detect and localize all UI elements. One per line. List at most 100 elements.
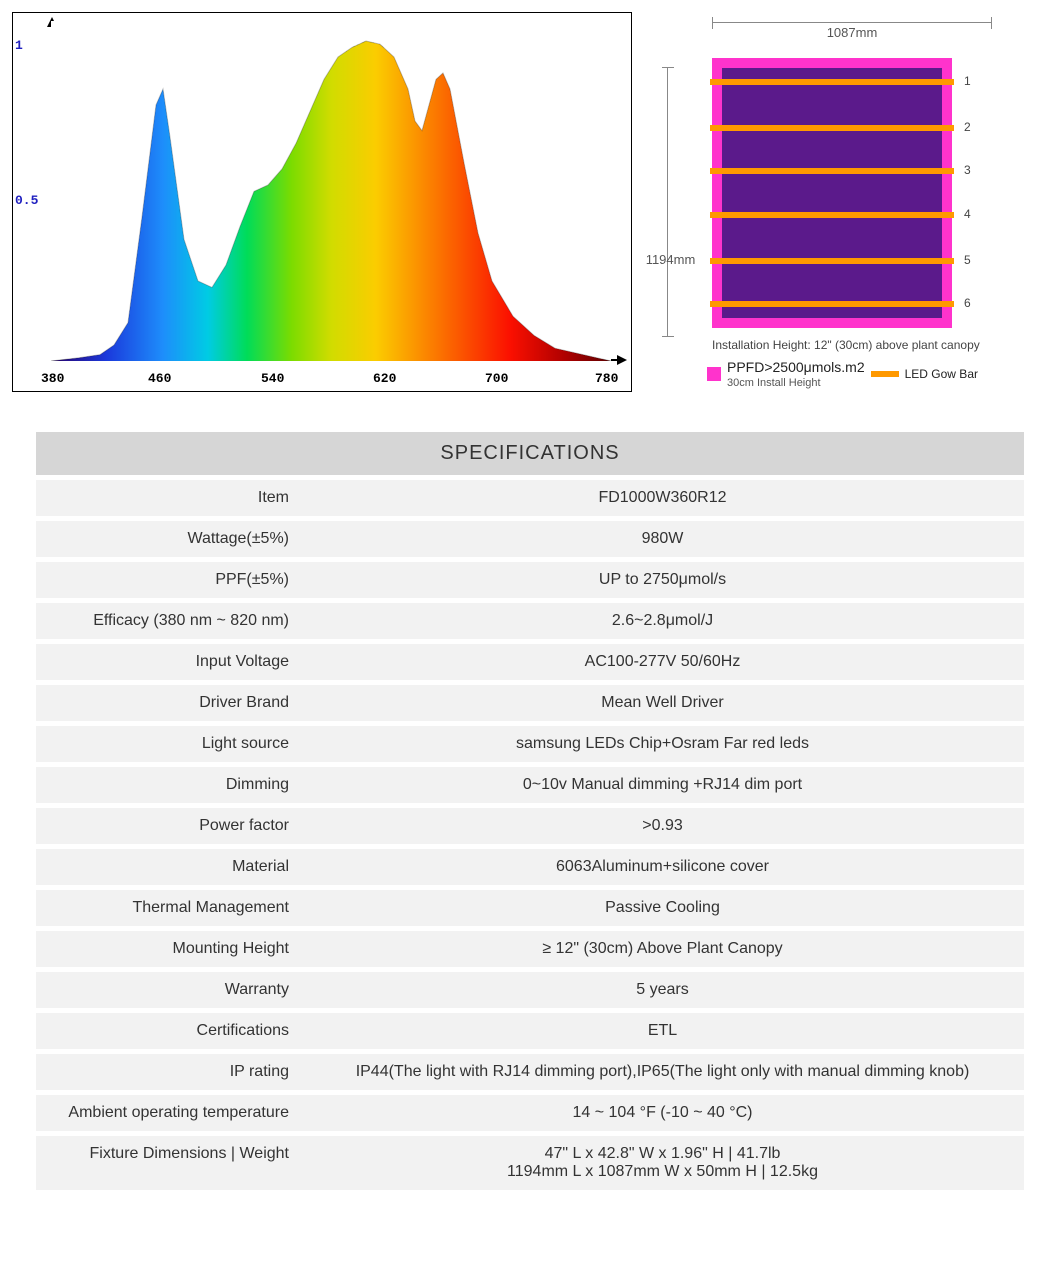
spec-key: IP rating <box>36 1054 301 1090</box>
x-tick-5: 780 <box>595 371 618 386</box>
spectrum-chart: Spectral Ratio: R=41.4%,G=44.4%,B=14.2%,… <box>12 12 632 392</box>
spec-row: Power factor>0.93 <box>36 808 1024 844</box>
spec-rows: ItemFD1000W360R12Wattage(±5%)980WPPF(±5%… <box>36 480 1024 1190</box>
dim-height-label: 1194mm <box>643 252 698 267</box>
x-tick-4: 700 <box>485 371 508 386</box>
ppfd-diagram: 1087mm 1194mm 123456 Installation Height… <box>652 12 1022 392</box>
spec-key: Power factor <box>36 808 301 844</box>
spec-key: Material <box>36 849 301 885</box>
diagram-caption: Installation Height: 12" (30cm) above pl… <box>712 338 1022 352</box>
bar-label: 6 <box>964 296 971 310</box>
spec-key: Driver Brand <box>36 685 301 721</box>
legend-ppfd-sub: 30cm Install Height <box>727 376 865 390</box>
panel-inner <box>722 68 942 318</box>
spec-value: 5 years <box>301 972 1024 1008</box>
bar-label: 4 <box>964 207 971 221</box>
bar-label: 5 <box>964 253 971 267</box>
spec-row: CertificationsETL <box>36 1013 1024 1049</box>
spec-row: Material6063Aluminum+silicone cover <box>36 849 1024 885</box>
led-bar <box>710 258 954 264</box>
spec-row: Light sourcesamsung LEDs Chip+Osram Far … <box>36 726 1024 762</box>
spec-value: ETL <box>301 1013 1024 1049</box>
spec-key: Thermal Management <box>36 890 301 926</box>
spec-row: Input VoltageAC100-277V 50/60Hz <box>36 644 1024 680</box>
spec-key: Fixture Dimensions | Weight <box>36 1136 301 1190</box>
spectrum-svg <box>51 21 611 361</box>
spec-key: Dimming <box>36 767 301 803</box>
spec-header: SPECIFICATIONS <box>36 432 1024 475</box>
spec-table: SPECIFICATIONS ItemFD1000W360R12Wattage(… <box>36 432 1024 1190</box>
spec-row: Mounting Height≥ 12" (30cm) Above Plant … <box>36 931 1024 967</box>
dim-height-line: 1194mm <box>667 67 668 337</box>
spec-value: 47" L x 42.8" W x 1.96" H | 41.7lb 1194m… <box>301 1136 1024 1190</box>
spec-value: ≥ 12" (30cm) Above Plant Canopy <box>301 931 1024 967</box>
x-tick-1: 460 <box>148 371 171 386</box>
led-bar <box>710 79 954 85</box>
legend-ppfd: PPFD>2500μmols.m2 30cm Install Height <box>727 358 865 390</box>
legend-bar-text: LED Gow Bar <box>905 367 978 381</box>
spec-row: Warranty5 years <box>36 972 1024 1008</box>
spec-value: Passive Cooling <box>301 890 1024 926</box>
legend-row: PPFD>2500μmols.m2 30cm Install Height LE… <box>707 358 1022 390</box>
y-tick-0: 0.5 <box>15 193 38 208</box>
spec-key: Input Voltage <box>36 644 301 680</box>
spec-value: 0~10v Manual dimming +RJ14 dim port <box>301 767 1024 803</box>
top-row: Spectral Ratio: R=41.4%,G=44.4%,B=14.2%,… <box>12 12 1048 392</box>
y-tick-1: 1 <box>15 38 23 53</box>
spec-value: AC100-277V 50/60Hz <box>301 644 1024 680</box>
bar-swatch <box>871 371 899 377</box>
spec-row: Efficacy (380 nm ~ 820 nm)2.6~2.8μmol/J <box>36 603 1024 639</box>
panel-notch <box>942 228 952 248</box>
panel-notch <box>942 183 952 203</box>
spec-key: Wattage(±5%) <box>36 521 301 557</box>
bar-label: 1 <box>964 74 971 88</box>
spec-value: 14 ~ 104 °F (-10 ~ 40 °C) <box>301 1095 1024 1131</box>
spec-key: Item <box>36 480 301 516</box>
spec-row: Wattage(±5%)980W <box>36 521 1024 557</box>
panel-notch <box>712 95 722 115</box>
x-tick-3: 620 <box>373 371 396 386</box>
spec-row: ItemFD1000W360R12 <box>36 480 1024 516</box>
legend-ppfd-text: PPFD>2500μmols.m2 <box>727 358 865 376</box>
spec-key: Efficacy (380 nm ~ 820 nm) <box>36 603 301 639</box>
spec-key: Mounting Height <box>36 931 301 967</box>
x-tick-2: 540 <box>261 371 284 386</box>
led-bar <box>710 125 954 131</box>
spec-row: IP ratingIP44(The light with RJ14 dimmin… <box>36 1054 1024 1090</box>
spec-key: Warranty <box>36 972 301 1008</box>
spec-key: PPF(±5%) <box>36 562 301 598</box>
panel-notch <box>712 183 722 203</box>
dim-width-label: 1087mm <box>712 22 992 40</box>
spec-row: Dimming0~10v Manual dimming +RJ14 dim po… <box>36 767 1024 803</box>
led-bar <box>710 168 954 174</box>
panel-notch <box>712 140 722 160</box>
bar-label: 3 <box>964 163 971 177</box>
panel: 123456 <box>712 58 952 328</box>
panel-notch <box>712 272 722 292</box>
spec-row: Fixture Dimensions | Weight47" L x 42.8"… <box>36 1136 1024 1190</box>
panel-notch <box>712 228 722 248</box>
panel-notch <box>942 272 952 292</box>
spec-value: >0.93 <box>301 808 1024 844</box>
spec-value: FD1000W360R12 <box>301 480 1024 516</box>
spec-row: Driver BrandMean Well Driver <box>36 685 1024 721</box>
spec-value: 6063Aluminum+silicone cover <box>301 849 1024 885</box>
spec-value: samsung LEDs Chip+Osram Far red leds <box>301 726 1024 762</box>
spec-key: Light source <box>36 726 301 762</box>
spec-value: Mean Well Driver <box>301 685 1024 721</box>
led-bar <box>710 301 954 307</box>
panel-notch <box>942 95 952 115</box>
x-tick-0: 380 <box>41 371 64 386</box>
spec-value: UP to 2750μmol/s <box>301 562 1024 598</box>
spec-key: Certifications <box>36 1013 301 1049</box>
ppfd-swatch <box>707 367 721 381</box>
spec-value: 980W <box>301 521 1024 557</box>
spec-value: 2.6~2.8μmol/J <box>301 603 1024 639</box>
bar-label: 2 <box>964 120 971 134</box>
spec-value: IP44(The light with RJ14 dimming port),I… <box>301 1054 1024 1090</box>
spec-row: PPF(±5%)UP to 2750μmol/s <box>36 562 1024 598</box>
spec-key: Ambient operating temperature <box>36 1095 301 1131</box>
led-bar <box>710 212 954 218</box>
spec-row: Thermal ManagementPassive Cooling <box>36 890 1024 926</box>
spec-row: Ambient operating temperature14 ~ 104 °F… <box>36 1095 1024 1131</box>
